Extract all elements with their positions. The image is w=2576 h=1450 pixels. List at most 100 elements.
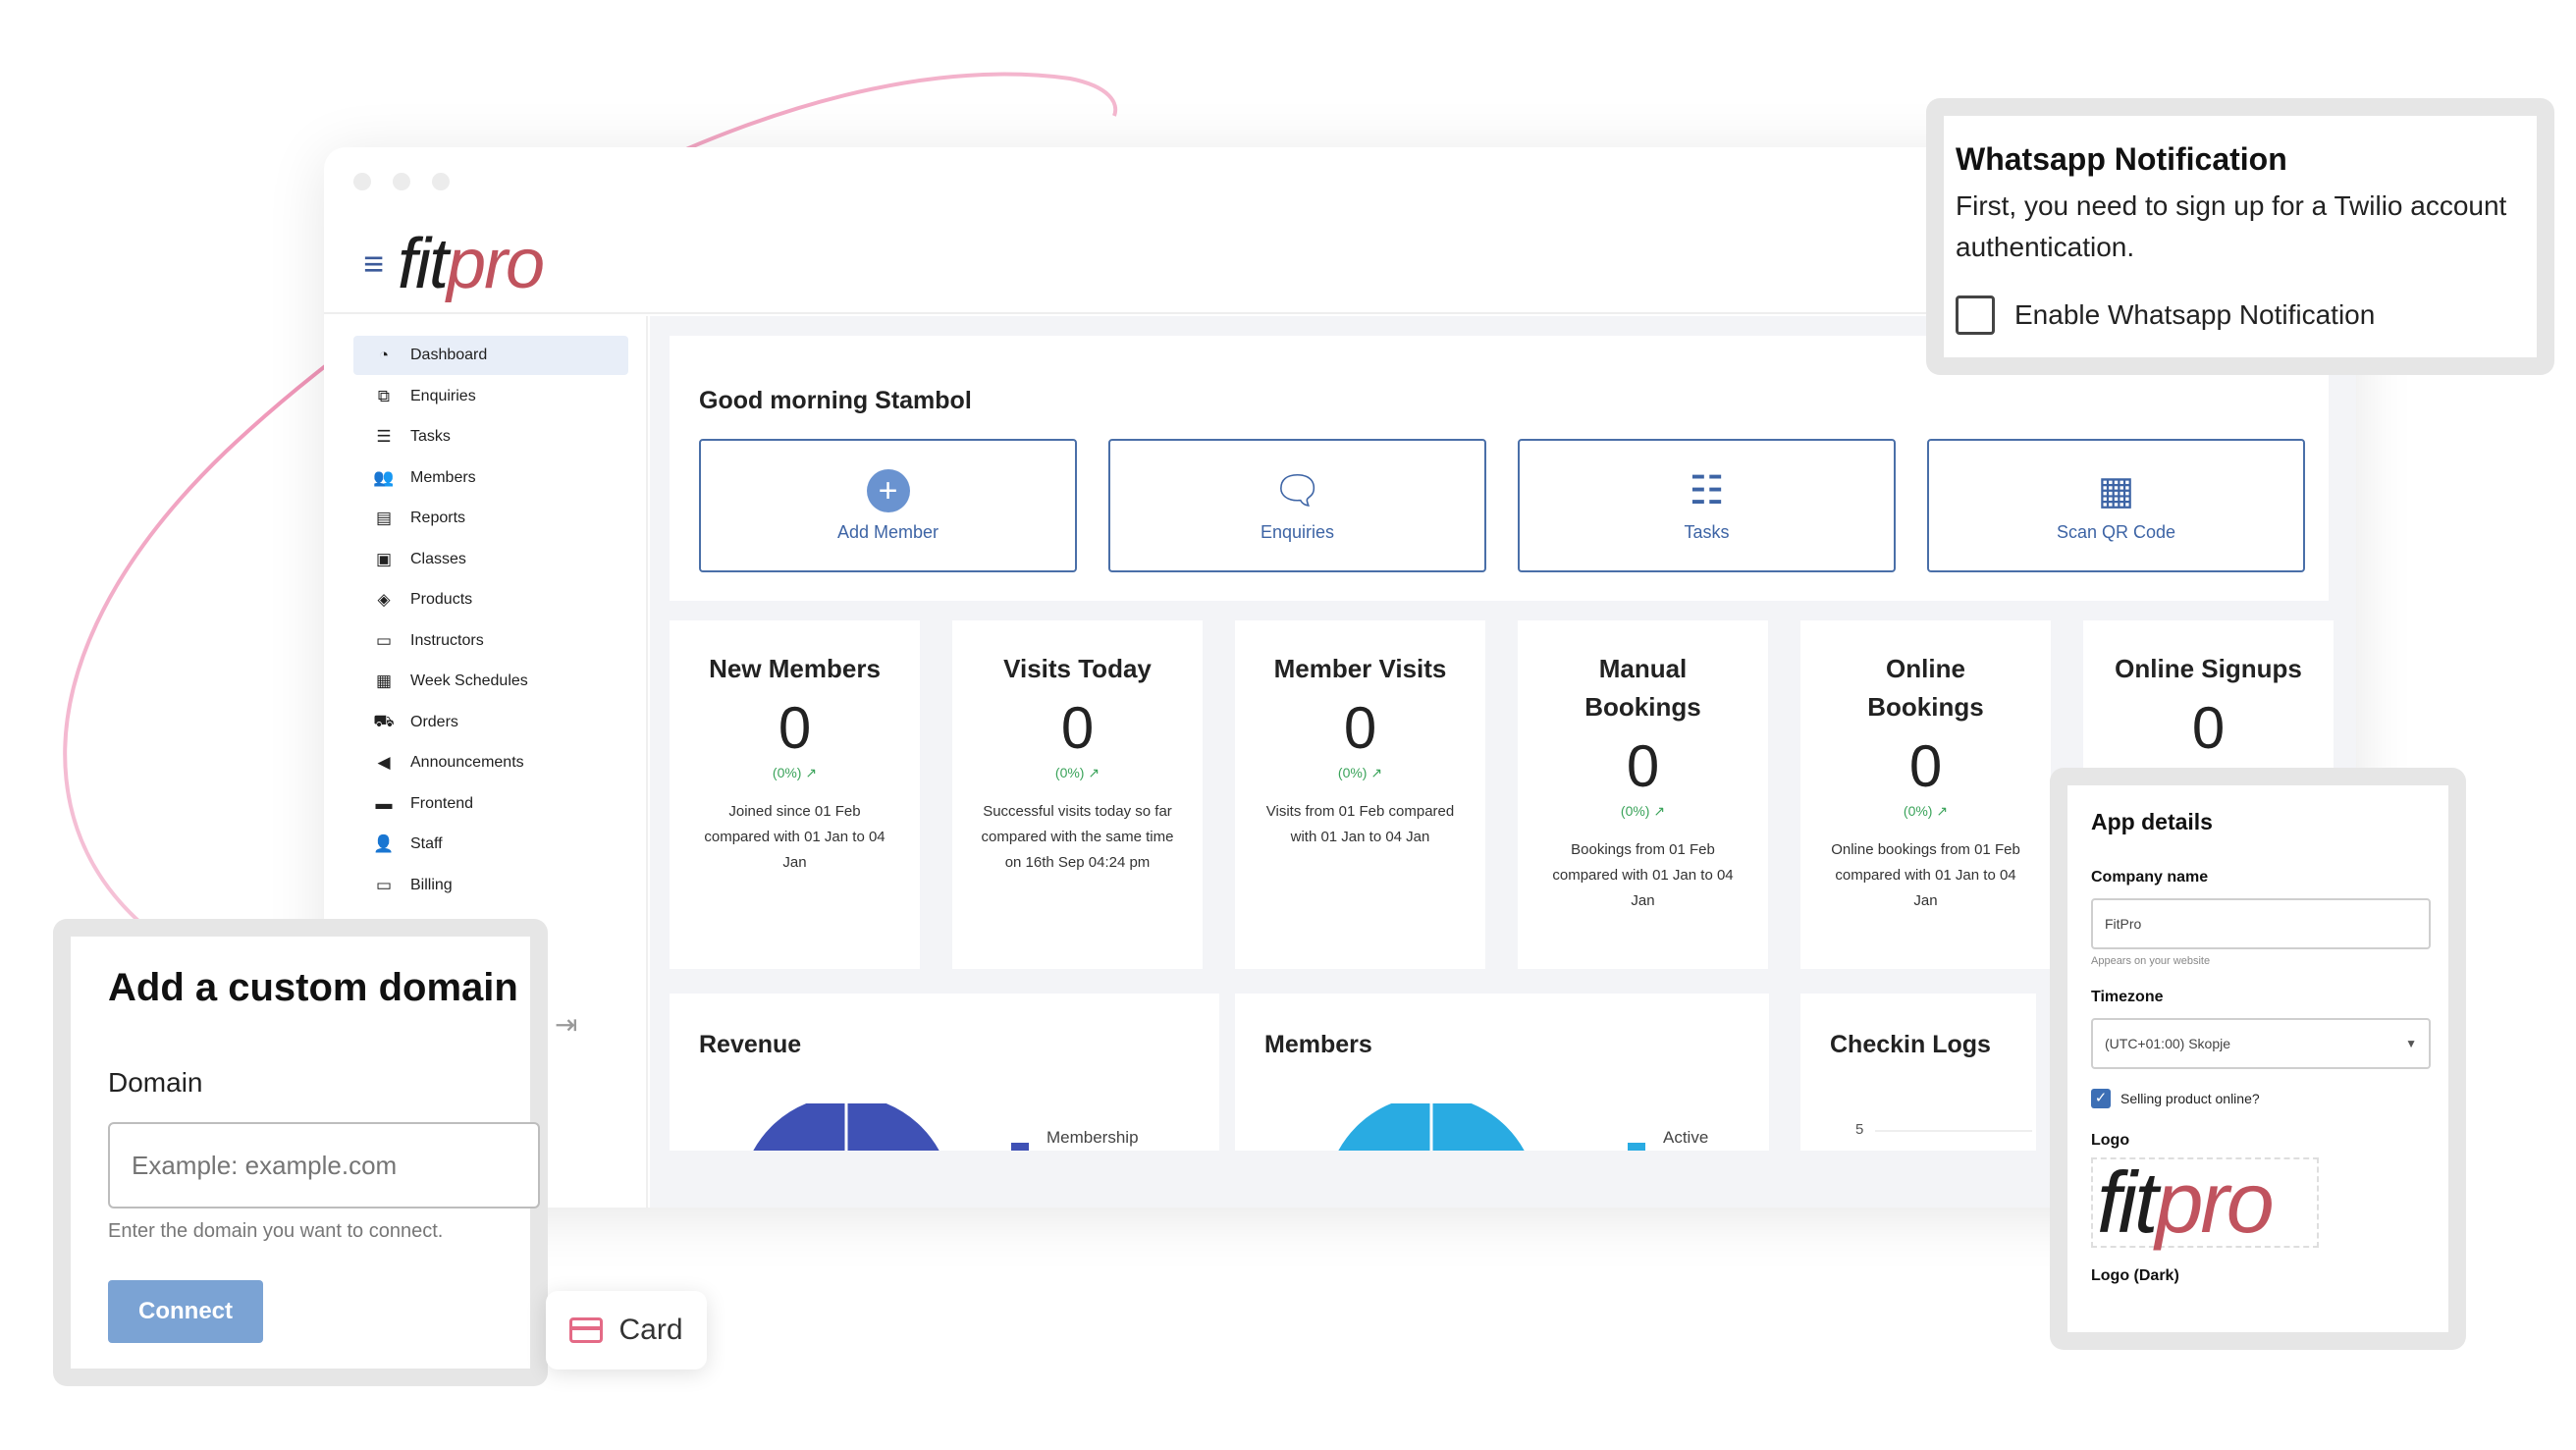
- add-member-button[interactable]: + Add Member: [699, 439, 1077, 572]
- sidebar-item-tasks[interactable]: ☰ Tasks: [353, 417, 628, 456]
- stat-value: 0: [1343, 695, 1377, 761]
- action-label: Add Member: [836, 521, 939, 542]
- timezone-value: (UTC+01:00) Skopje: [2105, 1036, 2231, 1051]
- stat-title: Visits Today: [1003, 654, 1152, 683]
- enquiries-icon: ⧉: [377, 386, 391, 405]
- enable-whatsapp-row[interactable]: Enable Whatsapp Notification: [1956, 295, 2537, 335]
- sidebar-item-reports[interactable]: ▤ Reports: [353, 499, 628, 538]
- chat-question-icon: 🗨: [1272, 468, 1322, 512]
- enquiries-button[interactable]: 🗨 Enquiries: [1108, 439, 1486, 572]
- stat-change: (0%) ↗: [1054, 765, 1100, 780]
- sidebar-item-label: Reports: [410, 510, 466, 526]
- sidebar-item-label: Enquiries: [410, 387, 476, 404]
- tasks-button[interactable]: ☷ Tasks: [1518, 439, 1896, 572]
- checkin-logs-card: Checkin Logs 5: [1800, 994, 2036, 1151]
- sidebar-item-label: Tasks: [410, 428, 451, 445]
- stat-title: New Members: [709, 654, 881, 683]
- app-details-popup: App details Company name FitPro Appears …: [2050, 768, 2466, 1350]
- dashboard-icon: ◔: [378, 346, 390, 364]
- stat-card-visits-today: Visits Today 0 (0%) ↗ Successful visits …: [952, 620, 1203, 969]
- app-header: ≡ fitpro: [324, 216, 2356, 314]
- preview-logo-pro: pro: [2155, 1154, 2274, 1251]
- scan-qr-code-button[interactable]: ▦ Scan QR Code: [1927, 439, 2305, 572]
- timezone-select[interactable]: (UTC+01:00) Skopje ▼: [2091, 1018, 2431, 1069]
- selling-online-label: Selling product online?: [2120, 1091, 2260, 1106]
- logo-upload-preview[interactable]: fit pro: [2091, 1157, 2319, 1248]
- calendar-icon: ▦: [375, 671, 393, 690]
- stat-change: (0%) ↗: [1903, 803, 1949, 819]
- sidebar-item-week-schedules[interactable]: ▦ Week Schedules: [353, 662, 628, 701]
- sidebar-item-enquiries[interactable]: ⧉ Enquiries: [353, 377, 628, 416]
- sidebar-item-instructors[interactable]: ▭ Instructors: [353, 621, 628, 661]
- sidebar-item-products[interactable]: ◈ Products: [353, 580, 628, 619]
- app-details-title: App details: [2091, 809, 2213, 834]
- sidebar-item-label: Staff: [410, 835, 443, 852]
- staff-icon: 👤: [373, 834, 395, 853]
- revenue-title: Revenue: [699, 1031, 802, 1058]
- selling-online-row[interactable]: ✓ Selling product online?: [2091, 1089, 2448, 1108]
- connect-button[interactable]: Connect: [108, 1280, 263, 1343]
- add-circle-icon: +: [866, 468, 910, 512]
- enable-whatsapp-label: Enable Whatsapp Notification: [2014, 299, 2376, 330]
- stat-change: (0%) ↗: [1337, 765, 1383, 780]
- enable-whatsapp-checkbox[interactable]: [1956, 295, 1995, 335]
- stat-change: (0%) ↗: [772, 765, 818, 780]
- stat-value: 0: [1060, 695, 1095, 761]
- sidebar-item-orders[interactable]: ⛟ Orders: [353, 703, 628, 742]
- credit-card-icon: [569, 1317, 604, 1343]
- whatsapp-notification-popup: Whatsapp Notification First, you need to…: [1926, 98, 2554, 375]
- logo-fit-text: fit: [398, 225, 449, 303]
- sidebar-item-label: Announcements: [410, 754, 524, 771]
- company-name-value: FitPro: [2105, 916, 2142, 932]
- domain-input[interactable]: [108, 1122, 540, 1208]
- stat-value: 0: [1626, 733, 1660, 799]
- timezone-label: Timezone: [2091, 989, 2164, 1005]
- logout-icon[interactable]: ⇥: [555, 1009, 578, 1040]
- stat-description: Joined since 01 Feb compared with 01 Jan…: [704, 803, 886, 871]
- stat-description: Visits from 01 Feb compared with 01 Jan …: [1265, 803, 1455, 845]
- preview-logo-fit: fit: [2097, 1154, 2158, 1251]
- members-icon: 👥: [373, 467, 395, 487]
- hamburger-menu-icon[interactable]: ≡: [363, 243, 385, 284]
- sidebar-item-members[interactable]: 👥 Members: [353, 458, 628, 498]
- members-card: Members Active: [1235, 994, 1769, 1151]
- whatsapp-popup-title: Whatsapp Notification: [1956, 141, 2287, 177]
- products-icon: ◈: [377, 590, 391, 609]
- sidebar-item-dashboard[interactable]: ◔ Dashboard: [353, 336, 628, 375]
- sidebar-item-label: Orders: [410, 713, 458, 730]
- stat-description: Successful visits today so far compared …: [981, 803, 1174, 871]
- stat-card-online-bookings: Online Bookings 0 (0%) ↗ Online bookings…: [1800, 620, 2051, 969]
- company-name-input[interactable]: FitPro: [2091, 898, 2431, 949]
- checkin-gridline: [1875, 1130, 2032, 1132]
- selling-online-checkbox[interactable]: ✓: [2091, 1089, 2111, 1108]
- action-label: Tasks: [1684, 521, 1730, 542]
- sidebar-item-frontend[interactable]: ▬ Frontend: [353, 784, 628, 824]
- stat-title: Member Visits: [1273, 654, 1447, 683]
- active-legend-swatch: [1628, 1143, 1645, 1151]
- window-dot[interactable]: [393, 173, 410, 190]
- action-label: Enquiries: [1260, 521, 1335, 542]
- stat-description: Bookings from 01 Feb compared with 01 Ja…: [1552, 841, 1734, 909]
- stat-title: Online Bookings: [1867, 654, 1984, 722]
- revenue-card: Revenue Membership: [670, 994, 1219, 1151]
- action-label: Scan QR Code: [2056, 521, 2176, 542]
- window-dot[interactable]: [353, 173, 371, 190]
- sidebar-item-announcements[interactable]: ◀ Announcements: [353, 743, 628, 782]
- sidebar-item-label: Frontend: [410, 794, 474, 812]
- cart-icon: ⛟: [373, 711, 395, 730]
- card-payment-chip[interactable]: Card: [546, 1291, 707, 1369]
- megaphone-icon: ◀: [377, 753, 391, 772]
- sidebar-item-billing[interactable]: ▭ Billing: [353, 866, 628, 905]
- greeting-card: Good morning Stambol + Add Member 🗨 Enqu…: [670, 336, 2329, 601]
- sidebar-item-classes[interactable]: ▣ Classes: [353, 540, 628, 579]
- window-dot[interactable]: [432, 173, 450, 190]
- stat-card-new-members: New Members 0 (0%) ↗ Joined since 01 Feb…: [670, 620, 920, 969]
- sidebar-item-label: Billing: [410, 876, 453, 893]
- card-label: Card: [618, 1314, 683, 1346]
- sidebar-item-label: Week Schedules: [410, 672, 528, 689]
- frontend-icon: ▬: [375, 793, 393, 813]
- sidebar-item-staff[interactable]: 👤 Staff: [353, 825, 628, 864]
- qr-code-icon: ▦: [2097, 468, 2135, 512]
- tasks-icon: ☰: [376, 427, 392, 446]
- fitpro-logo[interactable]: fitpro: [398, 229, 545, 299]
